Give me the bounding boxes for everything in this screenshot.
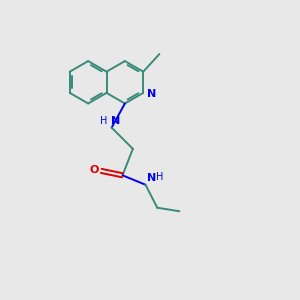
Text: N: N — [147, 173, 156, 183]
Text: N: N — [147, 89, 156, 99]
Text: H: H — [100, 116, 107, 126]
Text: O: O — [90, 165, 99, 175]
Text: H: H — [156, 172, 163, 182]
Text: N: N — [111, 116, 120, 126]
